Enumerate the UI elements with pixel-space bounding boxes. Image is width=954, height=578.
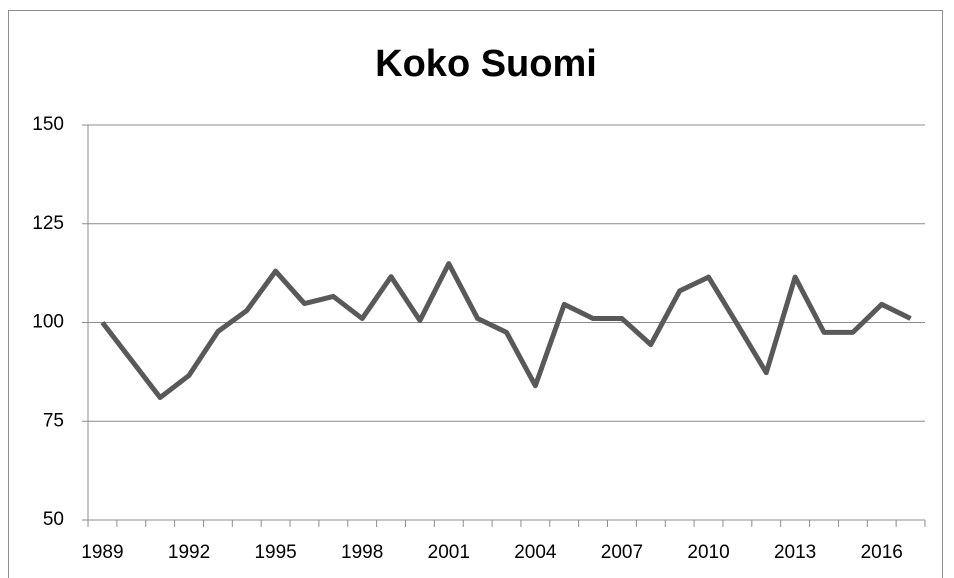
y-tick-label: 75 bbox=[43, 410, 64, 431]
x-tick-label: 1998 bbox=[341, 542, 383, 563]
x-tick-label: 2010 bbox=[687, 542, 729, 563]
chart-frame bbox=[8, 10, 943, 578]
y-tick-label: 125 bbox=[32, 213, 64, 234]
y-tick-label: 50 bbox=[43, 509, 64, 530]
x-tick-label: 2013 bbox=[774, 542, 816, 563]
x-tick-label: 2004 bbox=[514, 542, 557, 563]
line-series bbox=[100, 261, 912, 401]
chart-title: Koko Suomi bbox=[375, 43, 597, 85]
y-tick-label: 100 bbox=[32, 312, 64, 333]
x-tick-label: 1989 bbox=[81, 542, 123, 563]
x-tick-label: 1995 bbox=[254, 542, 296, 563]
y-tick-label: 150 bbox=[32, 114, 64, 135]
x-tick-label: 2001 bbox=[428, 542, 470, 563]
x-tick-label: 1992 bbox=[168, 542, 210, 563]
x-tick-label: 2016 bbox=[861, 542, 903, 563]
x-tick-label: 2007 bbox=[601, 542, 643, 563]
